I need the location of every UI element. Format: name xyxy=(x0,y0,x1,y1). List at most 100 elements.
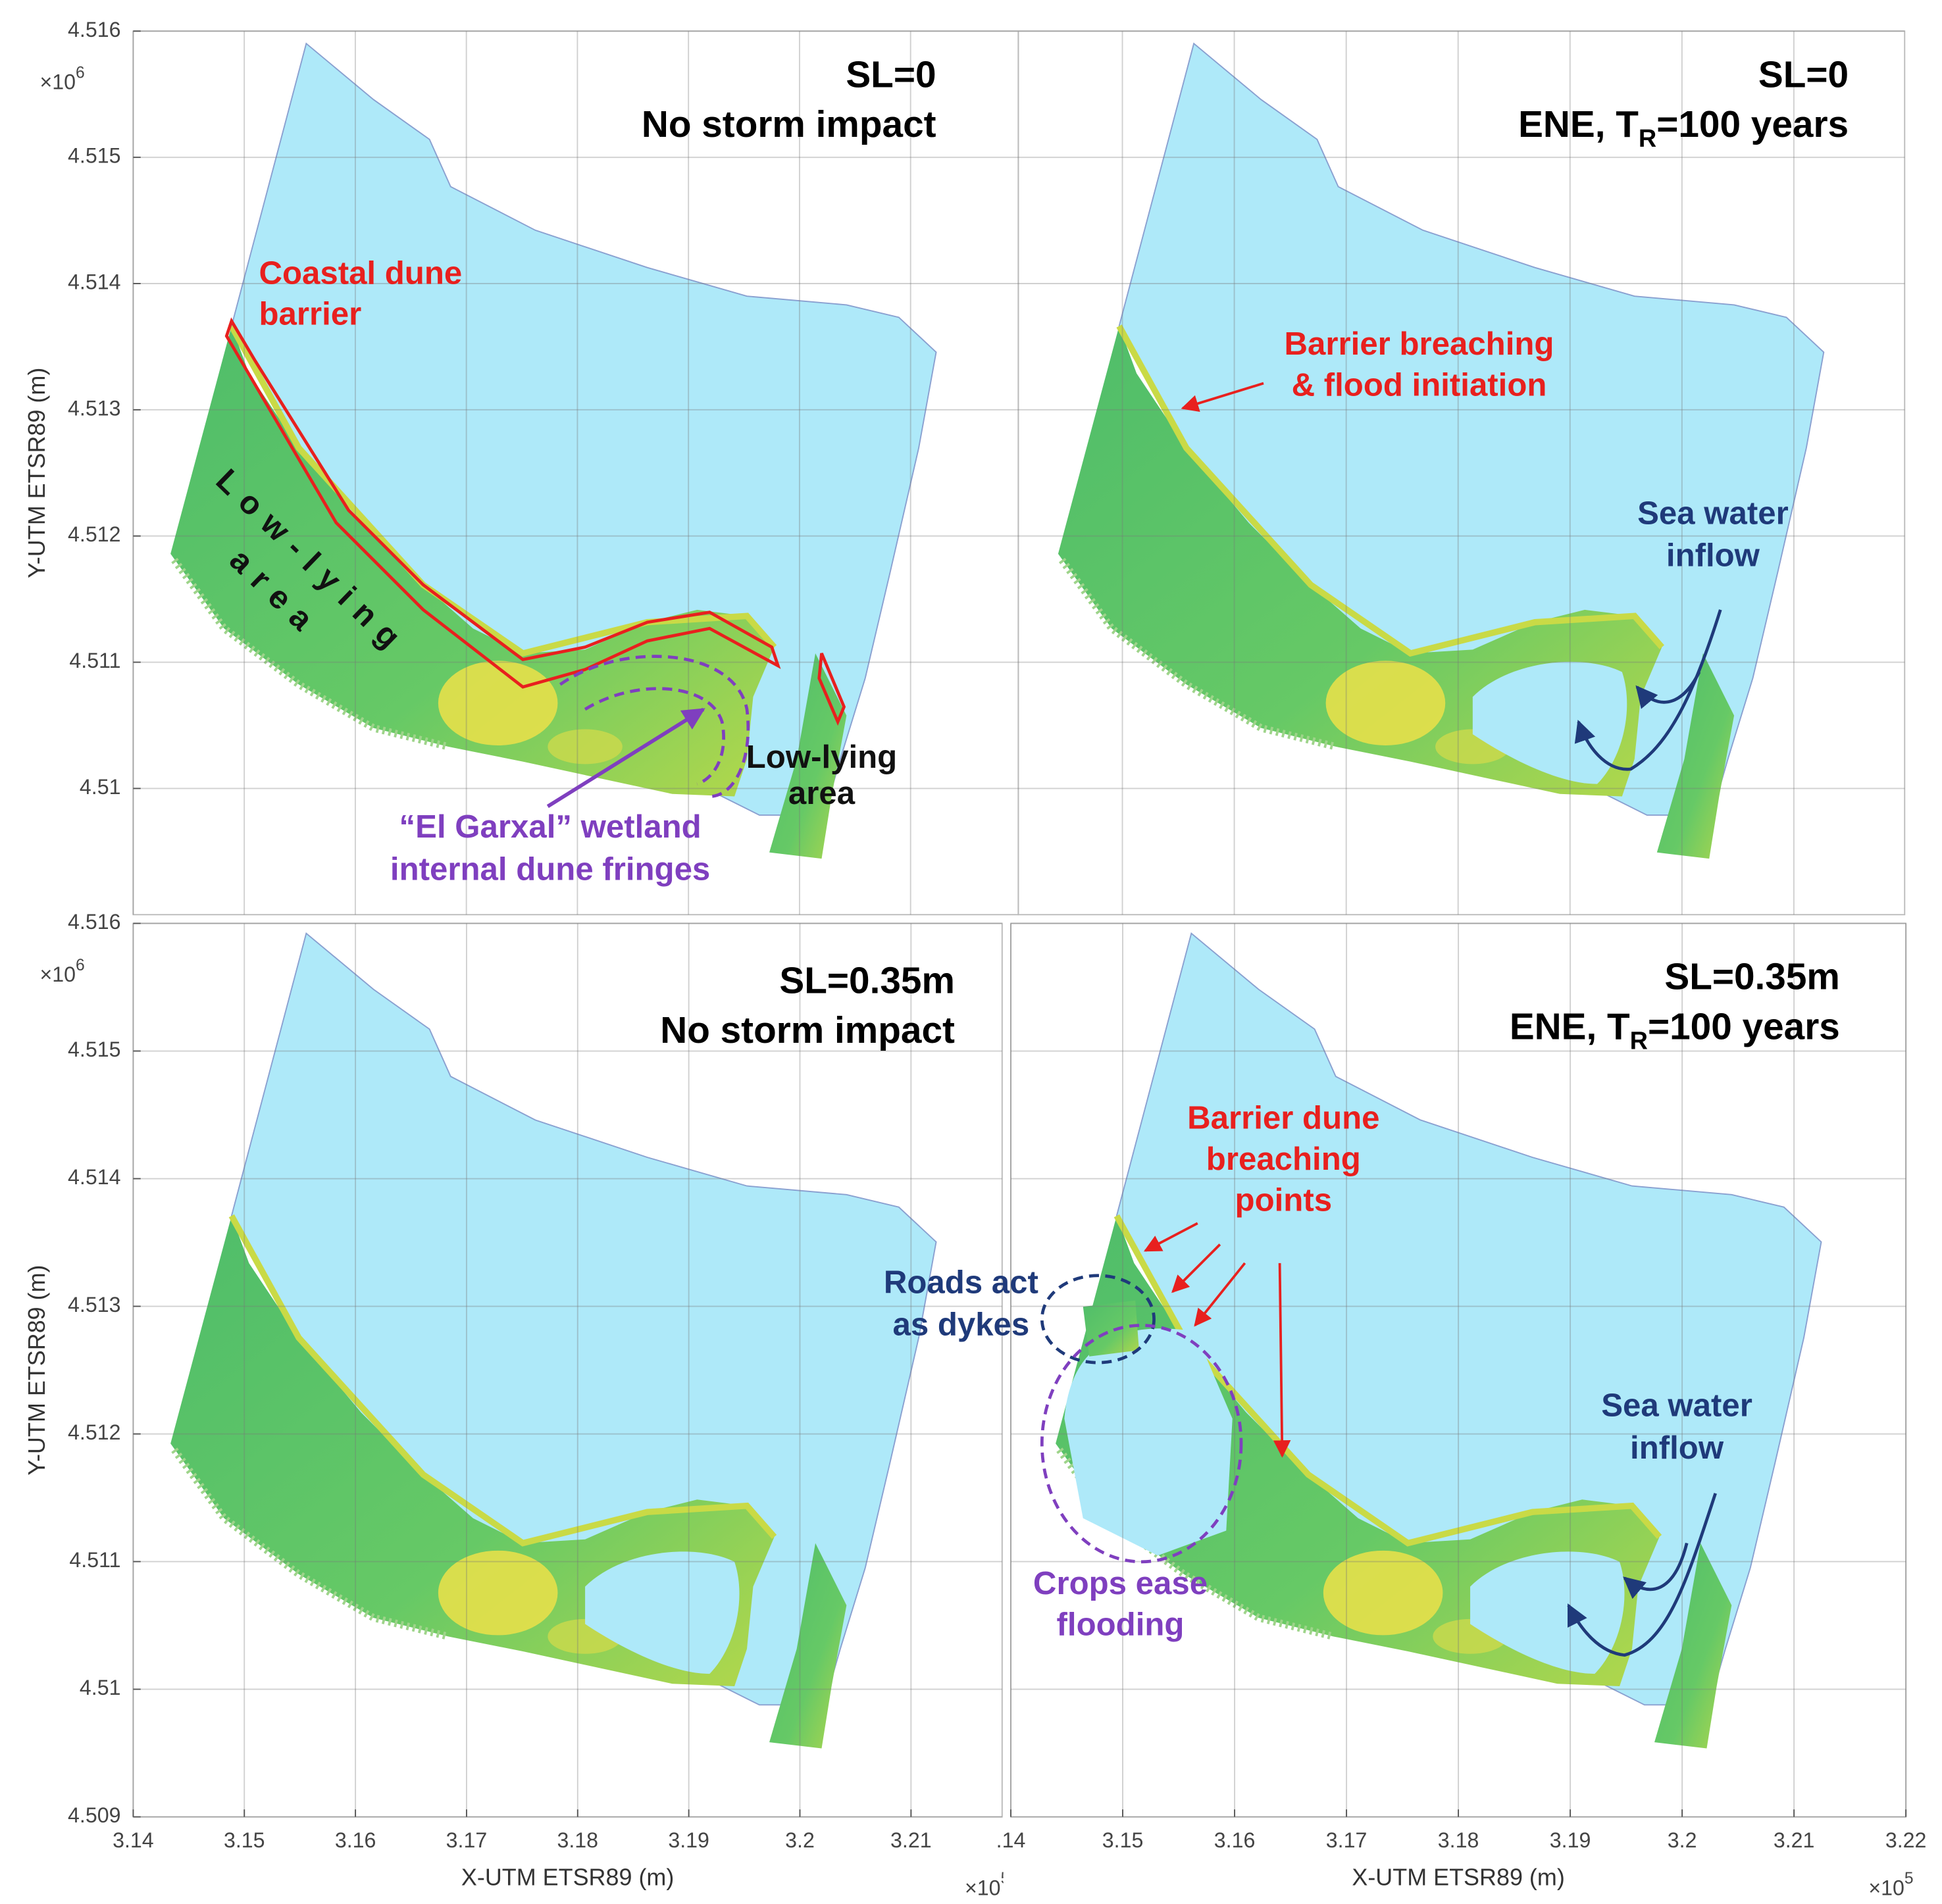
panel-title: SL=0.35m xyxy=(1664,957,1840,998)
x-tick-label: 3.2 xyxy=(1668,1828,1697,1852)
annotation: inflow xyxy=(1666,538,1760,574)
exponent-power: 6 xyxy=(76,956,85,974)
arrow xyxy=(1574,609,1722,771)
grid xyxy=(132,30,1907,1818)
y-tick-label: 4.516 xyxy=(68,910,120,934)
x-tick-label: 3.21 xyxy=(890,1828,932,1852)
flood-area xyxy=(1064,1328,1233,1556)
annotation: points xyxy=(1235,1182,1333,1218)
dune-fringe xyxy=(584,687,725,786)
annotation: breaching xyxy=(1206,1141,1361,1177)
axis-exponent: ×106 xyxy=(40,956,85,986)
y-tick-label: 4.514 xyxy=(68,1165,120,1189)
dune-fringe xyxy=(559,655,750,798)
road-protected-land xyxy=(1083,1300,1139,1357)
panel-title: SL=0 xyxy=(1758,54,1849,95)
x-tick-label: 3.19 xyxy=(668,1828,709,1852)
panels xyxy=(132,30,1907,1818)
panel-title: SL=0.35m xyxy=(779,960,955,1001)
x-tick-label: 3.15 xyxy=(1102,1828,1144,1852)
arrow xyxy=(1635,671,1701,709)
exponent-base: ×10 xyxy=(40,70,76,93)
annotation: Coastal dune xyxy=(259,255,462,291)
x-tick-label: 3.15 xyxy=(224,1828,265,1852)
annotation: “El Garxal” wetland xyxy=(399,809,702,845)
x-tick-label: 3.16 xyxy=(1214,1828,1256,1852)
y-tick-label: 4.51 xyxy=(80,775,121,799)
x-tick-label: 3.18 xyxy=(557,1828,599,1852)
subtitle-part: ENE, T xyxy=(1510,1006,1630,1047)
annotation: Sea water xyxy=(1637,495,1789,531)
arrow xyxy=(1623,1542,1689,1599)
x-tick-label: 3.22 xyxy=(1885,1828,1927,1852)
axis-exponent: ×105 xyxy=(1868,1870,1913,1899)
arrow xyxy=(1273,1263,1291,1458)
x-tick-label: 3.18 xyxy=(1438,1828,1479,1852)
overlays xyxy=(224,317,1722,1657)
subtitle-part: =100 years xyxy=(1648,1006,1840,1047)
arrow xyxy=(546,707,705,809)
arrow xyxy=(1143,1222,1198,1252)
annotation: & flood initiation xyxy=(1292,367,1547,403)
dune-barrier-outline xyxy=(224,317,781,689)
annotation: Low-lying xyxy=(746,739,897,775)
annotation: Barrier breaching xyxy=(1285,326,1554,362)
x-tick-label: .14 xyxy=(996,1828,1026,1852)
y-tick-label: 4.509 xyxy=(68,1803,120,1827)
exponent-base: ×10 xyxy=(40,962,76,986)
axis-exponent: ×105 xyxy=(965,1870,1009,1899)
x-tick-label: 3.16 xyxy=(335,1828,376,1852)
annotation: as dykes xyxy=(892,1307,1029,1343)
x-tick-label: 3.2 xyxy=(785,1828,815,1852)
panel-title: SL=0 xyxy=(846,54,936,95)
y-tick-label: 4.51 xyxy=(80,1676,121,1699)
arrow xyxy=(1181,382,1264,413)
y-tick-label: 4.513 xyxy=(68,396,120,420)
panel-subtitle: ENE, TR=100 years xyxy=(1510,1006,1840,1055)
annotation: flooding xyxy=(1057,1606,1185,1642)
x-tick-label: 3.19 xyxy=(1550,1828,1591,1852)
x-tick-label: 3.17 xyxy=(446,1828,488,1852)
maps xyxy=(170,43,1824,1748)
y-tick-label: 4.515 xyxy=(68,1038,120,1061)
annotation: Roads act xyxy=(884,1264,1038,1300)
x-axis-label: X-UTM ETSR89 (m) xyxy=(461,1864,674,1891)
dashed-circle xyxy=(1040,1274,1156,1365)
y-axis-label: Y-UTM ETSR89 (m) xyxy=(23,1265,50,1475)
panel-subtitle: ENE, TR=100 years xyxy=(1518,104,1849,153)
exponent-base: ×10 xyxy=(1868,1876,1904,1899)
panel-subtitle: No storm impact xyxy=(660,1010,955,1051)
arrow xyxy=(1567,1493,1717,1657)
annotation: inflow xyxy=(1630,1430,1724,1466)
arrow xyxy=(1171,1243,1221,1293)
y-axis-label: Y-UTM ETSR89 (m) xyxy=(23,368,50,578)
annotation: Barrier dune xyxy=(1187,1100,1379,1136)
arrow xyxy=(1194,1262,1246,1327)
axis-exponent: ×106 xyxy=(40,64,85,93)
annotation: Sea water xyxy=(1601,1388,1752,1424)
annotation: barrier xyxy=(259,296,361,332)
y-tick-label: 4.512 xyxy=(68,1420,120,1444)
y-tick-label: 4.516 xyxy=(68,18,120,41)
x-tick-label: 3.17 xyxy=(1326,1828,1367,1852)
exponent-power: 6 xyxy=(76,64,85,82)
y-tick-label: 4.512 xyxy=(68,522,120,546)
y-tick-label: 4.511 xyxy=(69,1548,120,1572)
subtitle-part: ENE, T xyxy=(1518,104,1639,145)
x-tick-label: 3.14 xyxy=(113,1828,154,1852)
dashed-circle xyxy=(1040,1324,1243,1564)
y-tick-label: 4.514 xyxy=(68,270,120,293)
annotation: area xyxy=(788,775,856,811)
x-tick-label: 3.21 xyxy=(1774,1828,1815,1852)
panel-subtitle: No storm impact xyxy=(642,104,936,145)
y-tick-label: 4.515 xyxy=(68,144,120,168)
y-tick-label: 4.513 xyxy=(68,1293,120,1316)
dune-barrier-outline xyxy=(817,653,846,726)
exponent-power: 5 xyxy=(1904,1870,1914,1888)
panel-frame xyxy=(132,922,1003,1818)
annotation: internal dune fringes xyxy=(390,851,710,887)
annotation: Crops ease xyxy=(1033,1565,1208,1601)
